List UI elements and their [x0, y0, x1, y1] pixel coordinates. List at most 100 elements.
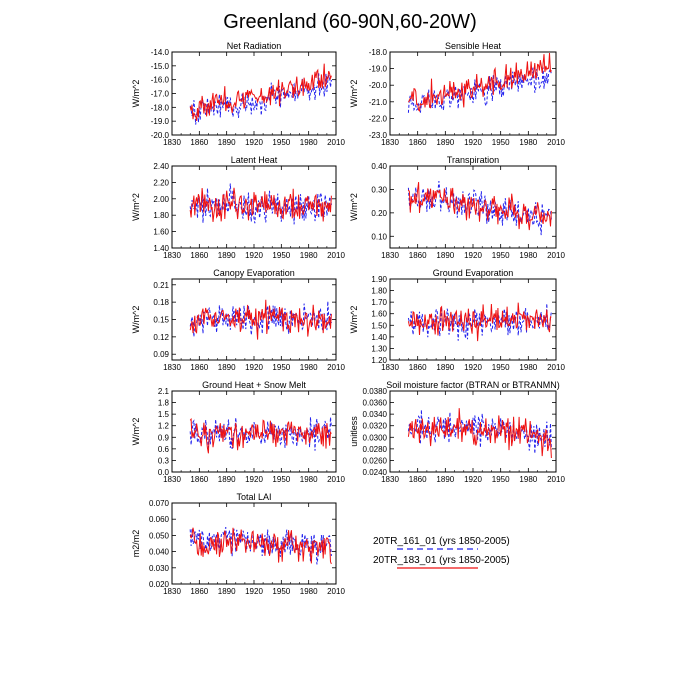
y-tick-label: 1.2	[158, 422, 170, 431]
y-axis-label: W/m^2	[131, 418, 141, 446]
x-tick-label: 1890	[436, 138, 454, 147]
x-tick-label: 1950	[492, 138, 510, 147]
x-tick-label: 1920	[245, 138, 263, 147]
y-tick-label: 0.0240	[363, 468, 388, 477]
y-tick-label: 0.0320	[363, 422, 388, 431]
x-tick-label: 1860	[409, 138, 427, 147]
series-line-183	[407, 302, 552, 342]
x-tick-label: 2010	[327, 587, 345, 596]
y-tick-label: 0.0280	[363, 445, 388, 454]
y-tick-label: 1.60	[153, 228, 169, 237]
panel-ground-evaporation: Ground Evaporation W/m^2 1830 1860 1890 1920 1…	[349, 268, 565, 372]
y-tick-label: 0.40	[371, 162, 387, 171]
legend-label-183: 20TR_183_01 (yrs 1850-2005)	[373, 555, 510, 566]
y-tick-label: -17.0	[151, 90, 170, 99]
y-axis-label: unitless	[349, 416, 359, 447]
x-tick-label: 1890	[218, 138, 236, 147]
y-tick-label: 0.070	[149, 499, 170, 508]
y-tick-label: 0.18	[153, 298, 169, 307]
y-tick-label: 0.0300	[363, 433, 388, 442]
x-tick-label: 1860	[190, 363, 208, 372]
series-line-183	[189, 63, 332, 121]
x-tick-label: 1830	[163, 587, 181, 596]
y-tick-label: 0.9	[158, 433, 170, 442]
panel-canopy-evaporation: Canopy Evaporation W/m^2 1830 1860 1890 1920 1…	[131, 268, 345, 372]
x-tick-label: 1950	[272, 363, 290, 372]
y-tick-label: 1.40	[371, 333, 387, 342]
y-tick-label: 1.80	[371, 287, 387, 296]
y-tick-label: -21.0	[369, 98, 388, 107]
panel-transpiration: Transpiration W/m^2 1830 1860 1890 1920 1950 19…	[349, 155, 565, 260]
y-tick-label: 1.60	[371, 310, 387, 319]
panel-total-lai: Total LAI m2/m2 1830 1860 1890 1920 1950 1980 20…	[131, 492, 345, 596]
series-line-183	[407, 182, 552, 231]
y-tick-label: 1.50	[371, 321, 387, 330]
x-tick-label: 1980	[519, 363, 537, 372]
series-line-161	[407, 181, 552, 236]
y-tick-label: -19.0	[369, 65, 388, 74]
x-tick-label: 1860	[190, 475, 208, 484]
legend: 20TR_161_01 (yrs 1850-2005) 20TR_183_01 …	[373, 536, 510, 569]
x-tick-label: 1860	[190, 251, 208, 260]
y-tick-label: -23.0	[369, 131, 388, 140]
y-axis-label: W/m^2	[349, 80, 359, 108]
y-tick-label: -14.0	[151, 48, 170, 57]
x-tick-label: 1950	[272, 138, 290, 147]
y-tick-label: 1.40	[153, 244, 169, 253]
y-tick-label: 0.030	[149, 564, 170, 573]
y-tick-label: -19.0	[151, 117, 170, 126]
y-tick-label: 2.1	[158, 387, 170, 396]
x-tick-label: 1980	[519, 138, 537, 147]
x-tick-label: 1950	[272, 587, 290, 596]
x-tick-label: 1950	[492, 251, 510, 260]
x-tick-label: 2010	[327, 251, 345, 260]
y-tick-label: 0.0340	[363, 410, 388, 419]
y-axis-label: W/m^2	[131, 80, 141, 108]
x-tick-label: 1980	[300, 587, 318, 596]
panel-title: Ground Heat + Snow Melt	[202, 380, 306, 390]
y-tick-label: 0.040	[149, 548, 170, 557]
x-tick-label: 1890	[218, 475, 236, 484]
y-axis-label: W/m^2	[349, 193, 359, 221]
x-tick-label: 1920	[245, 475, 263, 484]
x-tick-label: 1920	[245, 363, 263, 372]
x-tick-label: 2010	[547, 251, 565, 260]
series-line-161	[189, 183, 332, 225]
y-tick-label: -15.0	[151, 62, 170, 71]
series-line-183	[189, 299, 332, 340]
series-line-161	[189, 417, 332, 451]
x-tick-label: 1890	[218, 363, 236, 372]
y-tick-label: 0.12	[153, 333, 169, 342]
series-line-183	[189, 187, 332, 222]
y-tick-label: 1.80	[153, 211, 169, 220]
y-tick-label: 0.0360	[363, 399, 388, 408]
y-tick-label: -18.0	[151, 103, 170, 112]
x-tick-label: 1830	[381, 475, 399, 484]
x-tick-label: 1860	[409, 475, 427, 484]
x-tick-label: 1860	[190, 587, 208, 596]
y-tick-label: 0.09	[153, 350, 169, 359]
x-tick-label: 1860	[409, 251, 427, 260]
series-line-161	[189, 527, 332, 565]
x-tick-label: 2010	[327, 475, 345, 484]
series-line-161	[189, 73, 332, 125]
y-tick-label: 0.21	[153, 281, 169, 290]
y-tick-label: 1.8	[158, 399, 170, 408]
x-tick-label: 1830	[163, 475, 181, 484]
panel-title: Latent Heat	[231, 155, 278, 165]
series-line-183	[189, 527, 332, 565]
x-tick-label: 1950	[492, 475, 510, 484]
x-tick-label: 1920	[464, 363, 482, 372]
x-tick-label: 1980	[300, 251, 318, 260]
x-tick-label: 1830	[163, 363, 181, 372]
x-tick-label: 1830	[381, 363, 399, 372]
panel-ground-heat-snow-melt: Ground Heat + Snow Melt W/m^2 1830 1860 1890…	[131, 380, 345, 484]
x-tick-label: 2010	[547, 363, 565, 372]
y-tick-label: 1.70	[371, 298, 387, 307]
y-tick-label: -20.0	[151, 131, 170, 140]
y-tick-label: 0.3	[158, 456, 170, 465]
x-tick-label: 1890	[436, 251, 454, 260]
y-tick-label: 0.050	[149, 531, 170, 540]
x-tick-label: 1980	[519, 475, 537, 484]
